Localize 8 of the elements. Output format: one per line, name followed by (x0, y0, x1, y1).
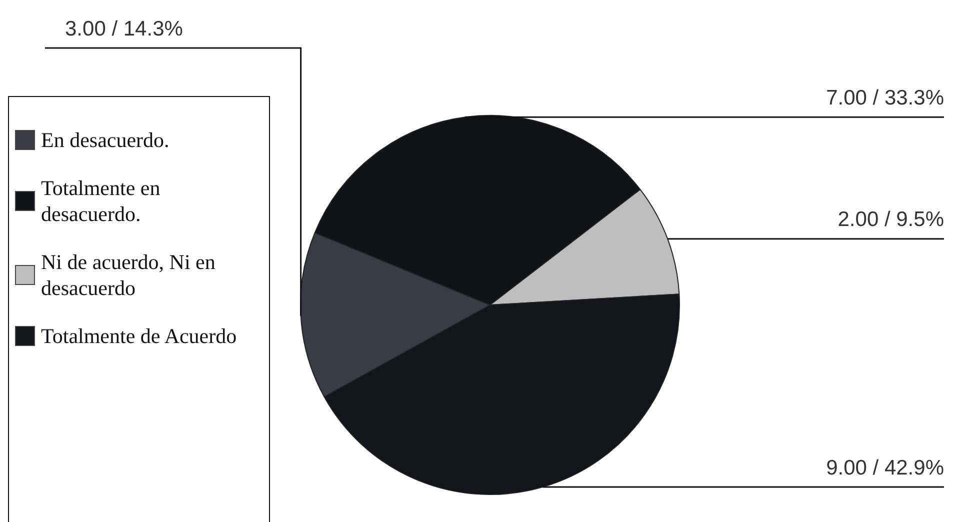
legend-label: Ni de acuerdo, Ni en desacuerdo (41, 249, 216, 301)
data-label: 7.00 / 33.3% (826, 86, 944, 110)
data-label: 9.00 / 42.9% (826, 456, 944, 480)
data-label: 2.00 / 9.5% (838, 208, 944, 232)
legend-label: En desacuerdo. (41, 127, 170, 153)
data-label: 3.00 / 14.3% (65, 17, 183, 40)
legend-label: Totalmente de Acuerdo (41, 323, 237, 349)
legend-label: Totalmente en desacuerdo. (41, 175, 162, 227)
